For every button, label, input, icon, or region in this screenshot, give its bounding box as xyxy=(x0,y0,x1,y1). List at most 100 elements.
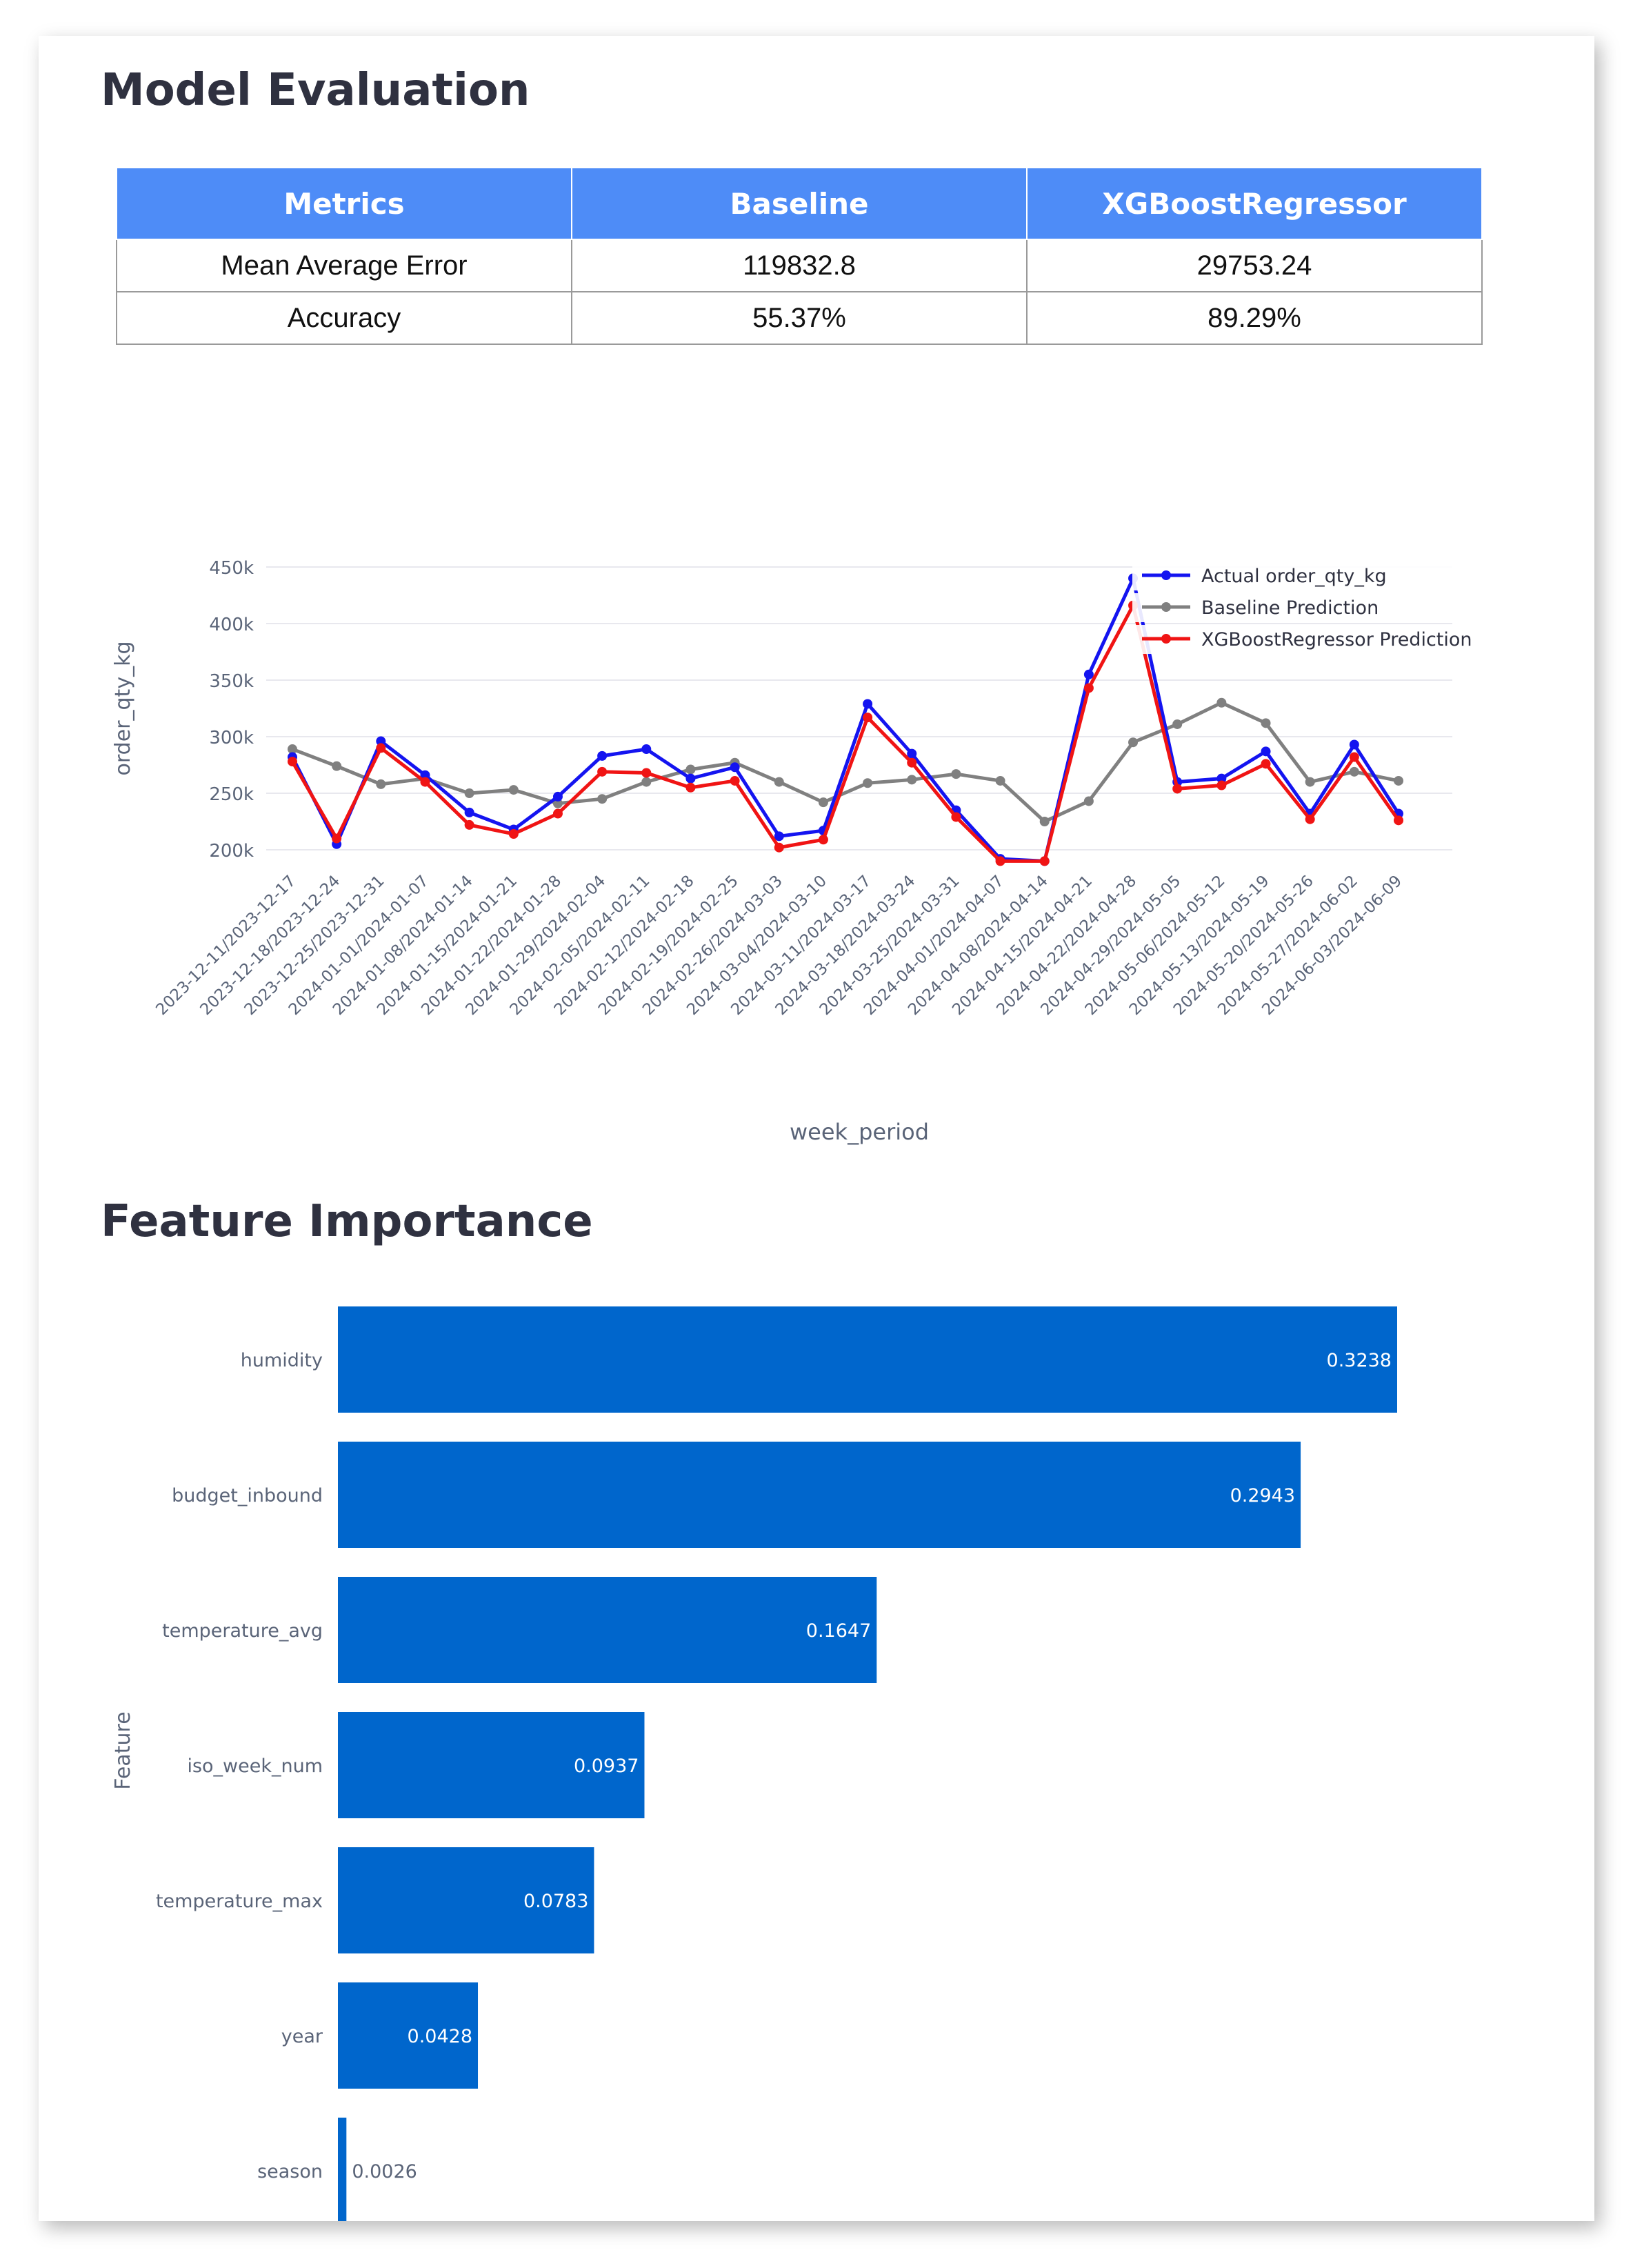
data-point xyxy=(1128,737,1139,748)
legend-marker xyxy=(1161,570,1171,580)
data-point xyxy=(1349,739,1359,750)
bar xyxy=(338,1306,1397,1413)
series-line xyxy=(290,604,1401,863)
data-point xyxy=(730,775,740,786)
metrics-table: Metrics Baseline XGBoostRegressor Mean A… xyxy=(116,167,1483,345)
data-point xyxy=(552,808,563,819)
x-axis-label: week_period xyxy=(790,1119,929,1145)
data-point xyxy=(376,743,386,753)
y-tick-label: 400k xyxy=(209,615,254,635)
data-point xyxy=(774,831,784,842)
y-tick-label: 350k xyxy=(209,671,254,692)
category-label: budget_inbound xyxy=(172,1485,323,1506)
data-point xyxy=(1394,775,1403,786)
data-point xyxy=(951,769,961,779)
data-point xyxy=(1083,669,1094,679)
data-point xyxy=(288,744,297,755)
bar xyxy=(338,2118,347,2221)
data-point xyxy=(1039,856,1050,866)
data-point xyxy=(641,768,652,778)
bar-value-label: 0.0783 xyxy=(523,1891,588,1912)
data-point xyxy=(552,791,563,802)
model-evaluation-title: Model Evaluation xyxy=(101,65,530,116)
legend-marker xyxy=(1161,634,1171,644)
table-cell: 119832.8 xyxy=(571,239,1028,292)
line-chart: 200k250k300k350k400k450korder_qty_kg2023… xyxy=(111,558,1472,1145)
bar-value-label: 0.0026 xyxy=(352,2161,417,2182)
data-point xyxy=(995,775,1005,786)
data-point xyxy=(1261,759,1271,769)
y-tick-label: 300k xyxy=(209,728,254,748)
y-tick-label: 200k xyxy=(209,841,254,862)
data-point xyxy=(1216,697,1227,708)
y-tick-label: 450k xyxy=(209,558,254,579)
data-point xyxy=(376,779,386,789)
data-point xyxy=(508,785,519,795)
bar xyxy=(338,1442,1301,1548)
data-point xyxy=(1305,777,1315,787)
category-label: temperature_avg xyxy=(162,1620,323,1642)
data-point xyxy=(1349,766,1359,777)
legend-label: Baseline Prediction xyxy=(1201,597,1379,619)
table-cell: 89.29% xyxy=(1026,291,1483,345)
y-tick-label: 250k xyxy=(209,784,254,805)
data-point xyxy=(774,777,784,787)
data-point xyxy=(420,777,430,787)
data-point xyxy=(464,807,474,817)
bar-value-label: 0.1647 xyxy=(806,1620,871,1642)
data-point xyxy=(907,775,917,785)
data-point xyxy=(685,773,696,784)
legend-marker xyxy=(1161,602,1171,612)
data-point xyxy=(1394,815,1403,826)
bar-chart: humidity 0.3238 budget_inbound 0.2943 temper… xyxy=(111,1306,1397,2221)
data-point xyxy=(464,788,474,798)
bar-value-label: 0.3238 xyxy=(1327,1350,1392,1371)
data-point xyxy=(597,794,608,804)
column-header: XGBoostRegressor xyxy=(1026,167,1483,240)
data-point xyxy=(863,699,873,709)
data-point xyxy=(907,748,917,759)
bar xyxy=(338,1577,877,1683)
table-row: Mean Average Error 119832.8 29753.24 xyxy=(116,239,1483,292)
data-point xyxy=(1349,752,1359,762)
data-point xyxy=(863,778,873,788)
data-point xyxy=(508,829,519,839)
category-label: season xyxy=(257,2161,323,2182)
data-point xyxy=(597,750,608,761)
data-point xyxy=(685,782,696,793)
legend-label: XGBoostRegressor Prediction xyxy=(1201,629,1472,650)
data-point xyxy=(1305,814,1315,824)
data-point xyxy=(1216,773,1227,784)
data-point xyxy=(685,764,696,775)
series-line xyxy=(292,701,1399,824)
category-label: temperature_max xyxy=(156,1891,323,1912)
table-cell: Mean Average Error xyxy=(116,239,572,292)
data-point xyxy=(1261,746,1271,757)
data-point xyxy=(332,833,342,844)
series-line xyxy=(290,576,1401,863)
data-point xyxy=(951,812,961,822)
data-point xyxy=(641,744,652,755)
y-axis-label: order_qty_kg xyxy=(111,641,135,776)
bar-value-label: 0.2943 xyxy=(1230,1485,1295,1506)
data-point xyxy=(1172,719,1183,729)
category-label: iso_week_num xyxy=(187,1755,323,1777)
y-axis-label: Feature xyxy=(111,1711,135,1789)
bar-value-label: 0.0937 xyxy=(574,1755,639,1777)
bar xyxy=(338,1982,479,2089)
data-point xyxy=(730,762,740,773)
data-point xyxy=(774,842,784,853)
data-point xyxy=(818,835,828,845)
dashboard-card: Model Evaluation Metrics Baseline XGBoos… xyxy=(39,36,1594,2221)
bar xyxy=(338,1712,645,1818)
table-cell: Accuracy xyxy=(116,291,572,345)
data-point xyxy=(818,797,828,808)
data-point xyxy=(288,757,297,767)
data-point xyxy=(995,856,1005,866)
data-point xyxy=(376,736,386,746)
feature-importance-title: Feature Importance xyxy=(101,1196,593,1247)
data-point xyxy=(464,819,474,830)
data-point xyxy=(552,798,563,808)
column-header: Baseline xyxy=(571,167,1028,240)
column-header: Metrics xyxy=(116,167,572,240)
